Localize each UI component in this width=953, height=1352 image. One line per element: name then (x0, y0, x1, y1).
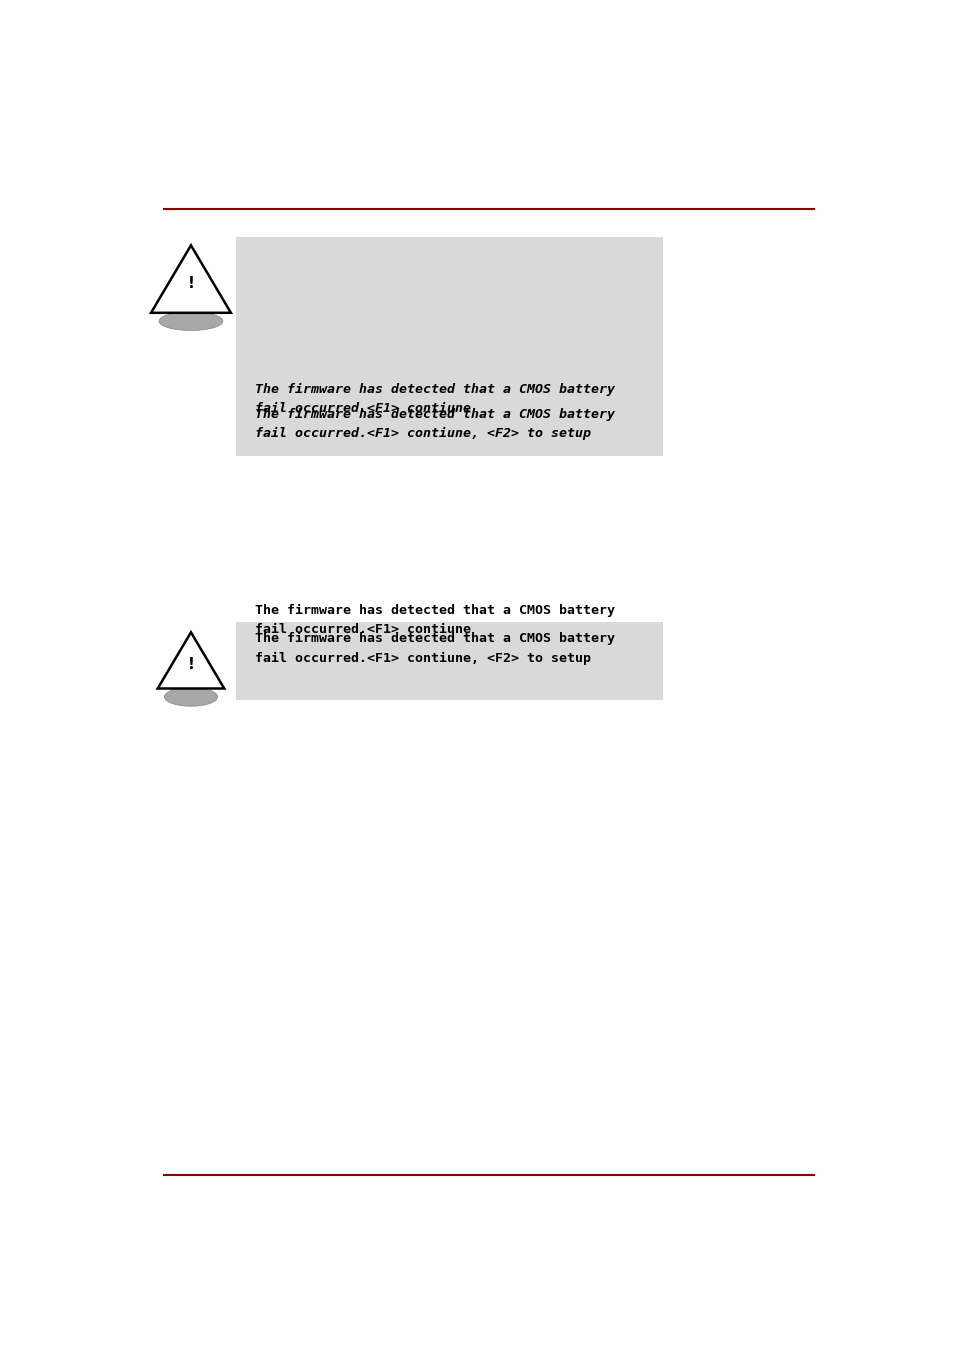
Text: !: ! (188, 276, 194, 291)
Ellipse shape (164, 687, 217, 706)
Text: fail occurred.<F1> contiune, <F2> to setup: fail occurred.<F1> contiune, <F2> to set… (254, 427, 590, 439)
FancyBboxPatch shape (235, 237, 662, 456)
Ellipse shape (159, 312, 223, 330)
Text: The firmware has detected that a CMOS battery: The firmware has detected that a CMOS ba… (254, 631, 614, 645)
FancyBboxPatch shape (235, 622, 662, 700)
Text: !: ! (188, 657, 194, 672)
Polygon shape (151, 245, 231, 312)
Polygon shape (157, 633, 224, 688)
Text: fail occurred.<F1> contiune: fail occurred.<F1> contiune (254, 623, 470, 637)
Text: The firmware has detected that a CMOS battery: The firmware has detected that a CMOS ba… (254, 603, 614, 617)
Text: The firmware has detected that a CMOS battery: The firmware has detected that a CMOS ba… (254, 408, 614, 420)
Text: fail occurred.<F1> contiune: fail occurred.<F1> contiune (254, 402, 470, 415)
Text: The firmware has detected that a CMOS battery: The firmware has detected that a CMOS ba… (254, 383, 614, 396)
Text: fail occurred.<F1> contiune, <F2> to setup: fail occurred.<F1> contiune, <F2> to set… (254, 652, 590, 665)
